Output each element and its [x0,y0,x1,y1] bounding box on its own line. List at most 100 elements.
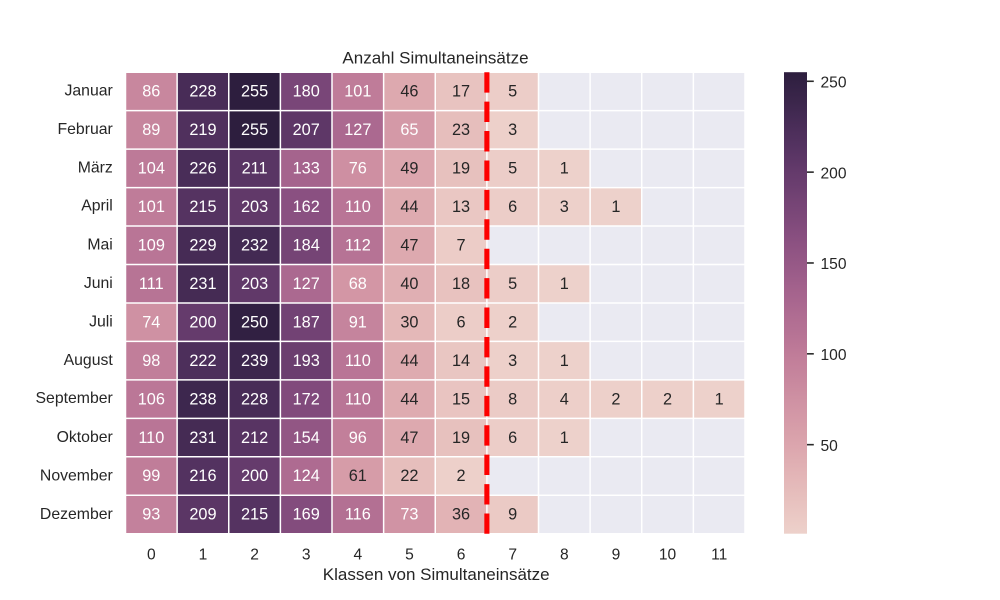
svg-text:124: 124 [293,467,320,485]
svg-text:255: 255 [241,121,268,139]
svg-text:14: 14 [452,352,470,370]
svg-text:Oktober: Oktober [57,429,113,446]
svg-text:1: 1 [611,198,620,216]
svg-text:15: 15 [452,390,470,408]
svg-text:226: 226 [189,160,216,178]
svg-text:110: 110 [138,429,164,447]
svg-text:203: 203 [241,275,268,293]
svg-text:169: 169 [293,506,320,524]
svg-text:März: März [78,160,113,177]
svg-text:22: 22 [400,467,418,485]
svg-text:3: 3 [508,121,517,139]
svg-text:250: 250 [241,313,268,331]
svg-text:211: 211 [242,160,268,178]
svg-text:180: 180 [293,83,320,101]
svg-text:101: 101 [344,83,371,101]
svg-text:44: 44 [400,352,418,370]
svg-text:231: 231 [189,429,216,447]
svg-text:112: 112 [345,236,371,254]
svg-text:2: 2 [457,467,466,485]
svg-text:207: 207 [293,121,320,139]
svg-text:49: 49 [400,160,418,178]
svg-text:215: 215 [241,506,268,524]
svg-text:1: 1 [560,429,569,447]
svg-text:74: 74 [142,313,160,331]
svg-text:61: 61 [349,467,367,485]
svg-text:99: 99 [142,467,160,485]
svg-text:76: 76 [349,160,367,178]
svg-text:116: 116 [345,506,371,524]
svg-text:222: 222 [189,352,216,370]
svg-text:18: 18 [452,275,470,293]
svg-text:2: 2 [663,390,672,408]
svg-text:Juni: Juni [84,275,113,292]
svg-text:200: 200 [821,165,847,182]
svg-text:1: 1 [715,390,724,408]
svg-text:101: 101 [138,198,165,216]
svg-text:1: 1 [560,160,569,178]
svg-text:40: 40 [400,275,418,293]
svg-text:229: 229 [189,236,216,254]
svg-text:36: 36 [452,506,470,524]
svg-text:3: 3 [560,198,569,216]
svg-text:203: 203 [241,198,268,216]
svg-text:98: 98 [142,352,160,370]
svg-text:19: 19 [452,429,470,447]
svg-text:5: 5 [405,546,414,563]
svg-text:3: 3 [508,352,517,370]
svg-text:228: 228 [241,390,268,408]
svg-text:228: 228 [189,83,216,101]
svg-text:187: 187 [293,313,320,331]
svg-text:238: 238 [189,390,216,408]
svg-text:200: 200 [189,313,216,331]
svg-text:10: 10 [659,546,677,563]
svg-text:104: 104 [138,160,165,178]
svg-text:44: 44 [400,390,418,408]
svg-text:5: 5 [508,160,517,178]
svg-text:8: 8 [508,390,517,408]
svg-text:6: 6 [508,198,517,216]
svg-text:65: 65 [400,121,418,139]
svg-text:April: April [81,198,113,215]
svg-text:6: 6 [457,313,466,331]
svg-text:5: 5 [508,275,517,293]
svg-text:7: 7 [508,546,517,563]
svg-text:193: 193 [293,352,320,370]
svg-text:110: 110 [345,390,371,408]
svg-text:1: 1 [560,352,569,370]
svg-text:46: 46 [400,83,418,101]
svg-text:Februar: Februar [57,121,112,138]
svg-text:Mai: Mai [87,237,112,254]
svg-text:216: 216 [189,467,216,485]
svg-text:111: 111 [139,275,164,293]
svg-text:4: 4 [353,546,362,563]
svg-text:Klassen von Simultaneinsätze: Klassen von Simultaneinsätze [323,565,550,584]
svg-text:200: 200 [241,467,268,485]
svg-text:2: 2 [611,390,620,408]
svg-text:133: 133 [293,160,320,178]
svg-text:11: 11 [711,546,727,563]
svg-text:2: 2 [250,546,259,563]
svg-text:47: 47 [400,236,418,254]
svg-text:73: 73 [400,506,418,524]
svg-text:5: 5 [508,83,517,101]
svg-text:184: 184 [293,236,320,254]
svg-text:209: 209 [189,506,216,524]
svg-text:47: 47 [400,429,418,447]
svg-text:127: 127 [344,121,371,139]
svg-text:212: 212 [241,429,268,447]
svg-text:109: 109 [138,236,165,254]
svg-text:231: 231 [189,275,216,293]
svg-text:100: 100 [821,347,847,364]
svg-text:13: 13 [452,198,470,216]
svg-text:8: 8 [560,546,569,563]
svg-text:219: 219 [189,121,216,139]
svg-text:August: August [64,352,114,369]
svg-text:6: 6 [508,429,517,447]
svg-text:7: 7 [457,236,466,254]
svg-text:91: 91 [349,313,367,331]
svg-text:9: 9 [612,546,621,563]
svg-text:93: 93 [142,506,160,524]
svg-text:96: 96 [349,429,367,447]
svg-text:68: 68 [349,275,367,293]
